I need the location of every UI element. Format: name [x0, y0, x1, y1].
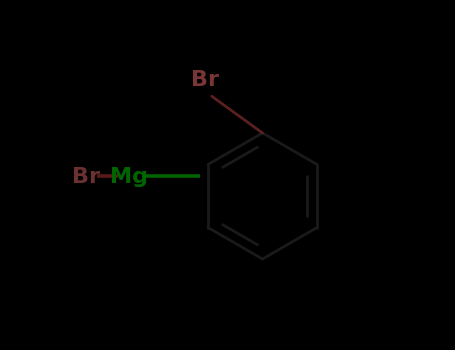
Text: Br: Br — [72, 167, 100, 187]
Text: Br: Br — [191, 70, 219, 91]
Text: Mg: Mg — [111, 167, 148, 187]
